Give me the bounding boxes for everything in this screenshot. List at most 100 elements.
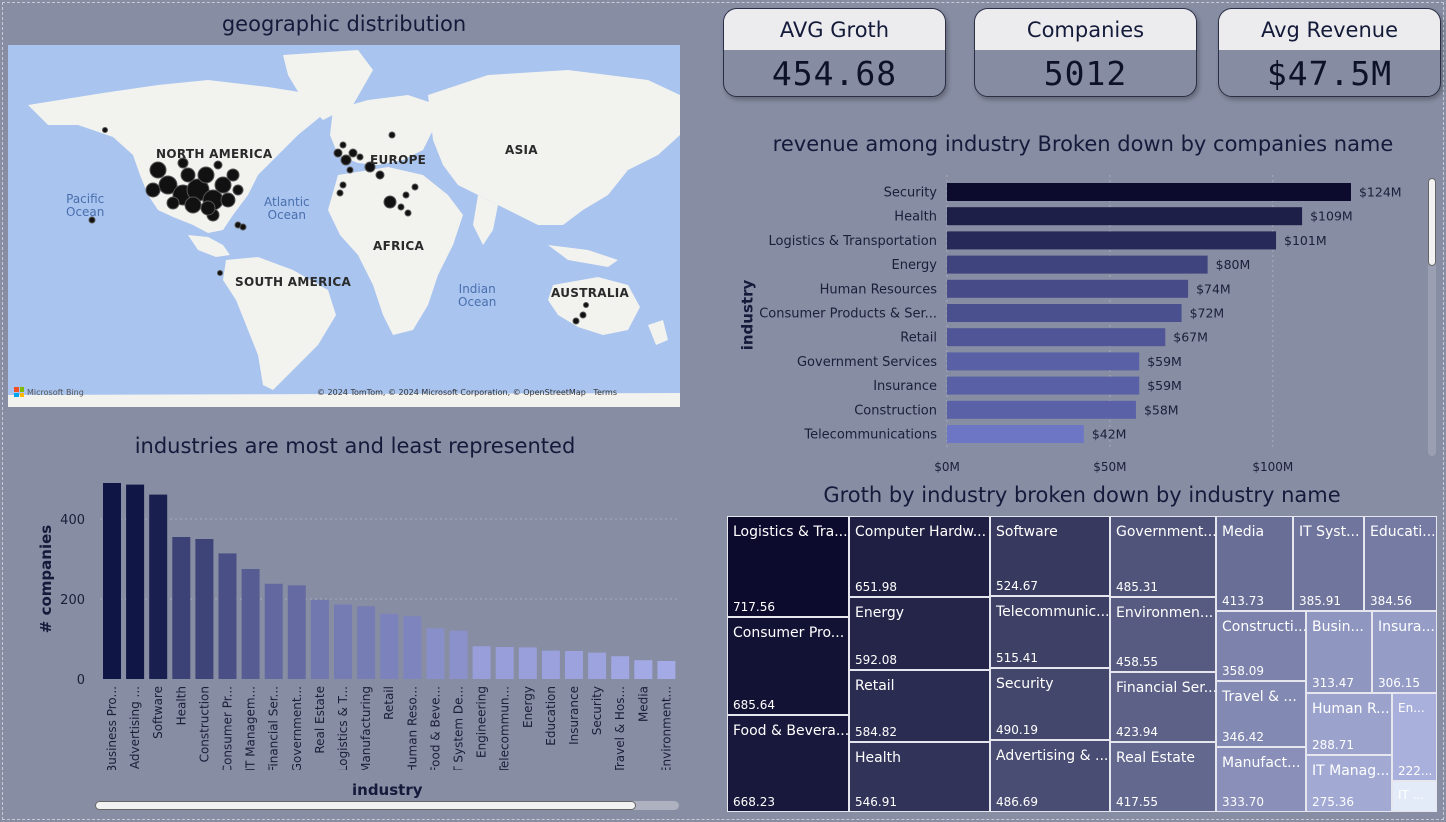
revenue-bar[interactable] [947, 400, 1136, 419]
treemap-tile-value: 385.91 [1299, 594, 1341, 608]
treemap-tile[interactable]: Travel & ... 346.42 [1216, 681, 1306, 747]
revenue-bar[interactable] [947, 425, 1084, 443]
column-bar[interactable] [588, 652, 607, 679]
revenue-category-label: Government Services [797, 355, 937, 370]
column-bar[interactable] [126, 484, 145, 679]
revenue-bar[interactable] [947, 279, 1189, 298]
column-bar[interactable] [264, 583, 283, 679]
revenue-bar[interactable] [947, 207, 1303, 226]
revenue-chart-scrollbar[interactable] [1428, 178, 1436, 456]
geographic-map[interactable]: NORTH AMERICA EUROPE ASIA AFRICA SOUTH A… [8, 45, 680, 407]
column-bar[interactable] [565, 651, 583, 679]
column-bar[interactable] [449, 630, 468, 679]
column-category-label: Consumer Pr... [221, 686, 235, 770]
column-bar[interactable] [172, 537, 191, 679]
treemap-tile-label: Logistics & Tra... [733, 524, 848, 540]
treemap-tile[interactable]: Insura... 306.15 [1372, 611, 1437, 693]
treemap-tile[interactable]: Software 524.67 [990, 516, 1110, 596]
column-category-label: Financial Ser... [267, 686, 281, 770]
column-chart-scrollbar[interactable] [95, 801, 679, 810]
scrollbar-thumb[interactable] [1428, 178, 1436, 266]
treemap-tile[interactable]: En... 222... [1392, 693, 1437, 781]
treemap-tile[interactable]: Environmen... 458.55 [1110, 597, 1216, 672]
column-y-tick-label: 0 [77, 673, 85, 688]
treemap-tile[interactable]: Financial Ser... 423.94 [1110, 672, 1216, 742]
revenue-bar[interactable] [947, 231, 1277, 250]
column-bar[interactable] [518, 647, 537, 679]
treemap-tile-label: Busin... [1312, 619, 1364, 635]
revenue-category-label: Energy [891, 258, 937, 273]
kpi-value: $47.5M [1266, 53, 1393, 93]
column-category-label: Advertising ... [128, 686, 142, 769]
treemap-tile[interactable]: Advertising & ... 486.69 [990, 740, 1110, 812]
column-bar[interactable] [495, 647, 514, 679]
treemap-tile[interactable]: Busin... 313.47 [1306, 611, 1372, 693]
industry-column-chart[interactable]: 0 200 400 Business Pro... Advertising ... Sof… [55, 470, 735, 770]
treemap-tile-value: 490.19 [996, 723, 1038, 737]
treemap-tile-label: Telecommunic... [996, 604, 1110, 620]
map-credit[interactable]: © 2024 TomTom, © 2024 Microsoft Corporat… [317, 388, 617, 397]
column-bar[interactable] [195, 539, 214, 679]
treemap-tile-value: 413.73 [1222, 594, 1264, 608]
treemap-tile[interactable]: Constructi... 358.09 [1216, 611, 1306, 681]
treemap-tile-label: IT Syst... [1299, 524, 1360, 540]
treemap-tile[interactable]: IT Syst... 385.91 [1293, 516, 1364, 611]
revenue-bar[interactable] [947, 352, 1140, 371]
revenue-data-label: $124M [1359, 185, 1402, 200]
treemap-tile-label: En... [1398, 701, 1425, 715]
treemap-tile-label: Energy [855, 605, 905, 621]
scrollbar-thumb[interactable] [95, 801, 636, 810]
microsoft-logo-icon [14, 387, 24, 397]
column-bar[interactable] [657, 661, 676, 679]
kpi-label: AVG Groth [724, 9, 945, 50]
revenue-data-label: $67M [1173, 330, 1208, 345]
column-bar[interactable] [310, 599, 329, 679]
treemap-tile[interactable]: Energy 592.08 [849, 597, 990, 670]
growth-treemap[interactable]: Logistics & Tra... 717.56 Consumer Pro... 6… [727, 516, 1437, 812]
column-bar[interactable] [611, 656, 630, 679]
treemap-tile[interactable]: Real Estate 417.55 [1110, 742, 1216, 812]
treemap-tile[interactable]: Media 413.73 [1216, 516, 1293, 611]
treemap-tile[interactable]: Human R... 288.71 [1306, 693, 1392, 755]
column-bar[interactable] [380, 613, 399, 679]
revenue-bar[interactable] [947, 376, 1140, 395]
treemap-tile[interactable]: Telecommunic... 515.41 [990, 596, 1110, 668]
column-bar[interactable] [426, 628, 445, 679]
column-bar[interactable] [472, 646, 491, 679]
treemap-tile-value: 524.67 [996, 579, 1038, 593]
treemap-tile[interactable]: IT ... [1392, 781, 1437, 812]
treemap-tile[interactable]: IT Manag... 275.36 [1306, 755, 1392, 812]
treemap-tile[interactable]: Security 490.19 [990, 668, 1110, 740]
treemap-tile[interactable]: Health 546.91 [849, 742, 990, 812]
revenue-bar-chart[interactable]: $0M $50M $100M Security $124M Health $109M Logi… [724, 175, 1424, 480]
revenue-bar[interactable] [947, 304, 1182, 322]
column-bar[interactable] [403, 616, 422, 679]
revenue-bar[interactable] [947, 328, 1166, 347]
revenue-bar[interactable] [947, 183, 1351, 201]
map-land-shapes [8, 50, 680, 407]
column-bar[interactable] [241, 569, 260, 679]
treemap-tile-label: Consumer Pro... [733, 625, 845, 641]
column-bar[interactable] [541, 650, 560, 679]
column-bar[interactable] [287, 585, 306, 679]
revenue-category-label: Human Resources [820, 282, 938, 297]
column-bar[interactable] [357, 606, 376, 679]
treemap-tile-label: Financial Ser... [1116, 680, 1216, 696]
column-bar[interactable] [334, 604, 352, 679]
column-bar[interactable] [149, 494, 168, 679]
treemap-tile[interactable]: Logistics & Tra... 717.56 [727, 516, 849, 617]
treemap-tile[interactable]: Retail 584.82 [849, 670, 990, 742]
column-bar[interactable] [634, 660, 653, 679]
treemap-tile[interactable]: Consumer Pro... 685.64 [727, 617, 849, 715]
treemap-tile[interactable]: Educati... 384.56 [1364, 516, 1437, 611]
column-bar[interactable] [218, 553, 237, 679]
treemap-tile-value: 486.69 [996, 795, 1038, 809]
treemap-tile[interactable]: Manufact... 333.70 [1216, 747, 1306, 812]
kpi-card-avg-revenue: Avg Revenue $47.5M [1218, 8, 1441, 97]
treemap-tile[interactable]: Computer Hardw... 651.98 [849, 516, 990, 597]
revenue-bar[interactable] [947, 255, 1208, 274]
treemap-tile-value: 222... [1398, 764, 1433, 778]
column-bar[interactable] [103, 483, 121, 679]
treemap-tile[interactable]: Food & Bevera... 668.23 [727, 715, 849, 812]
treemap-tile[interactable]: Government... 485.31 [1110, 516, 1216, 597]
